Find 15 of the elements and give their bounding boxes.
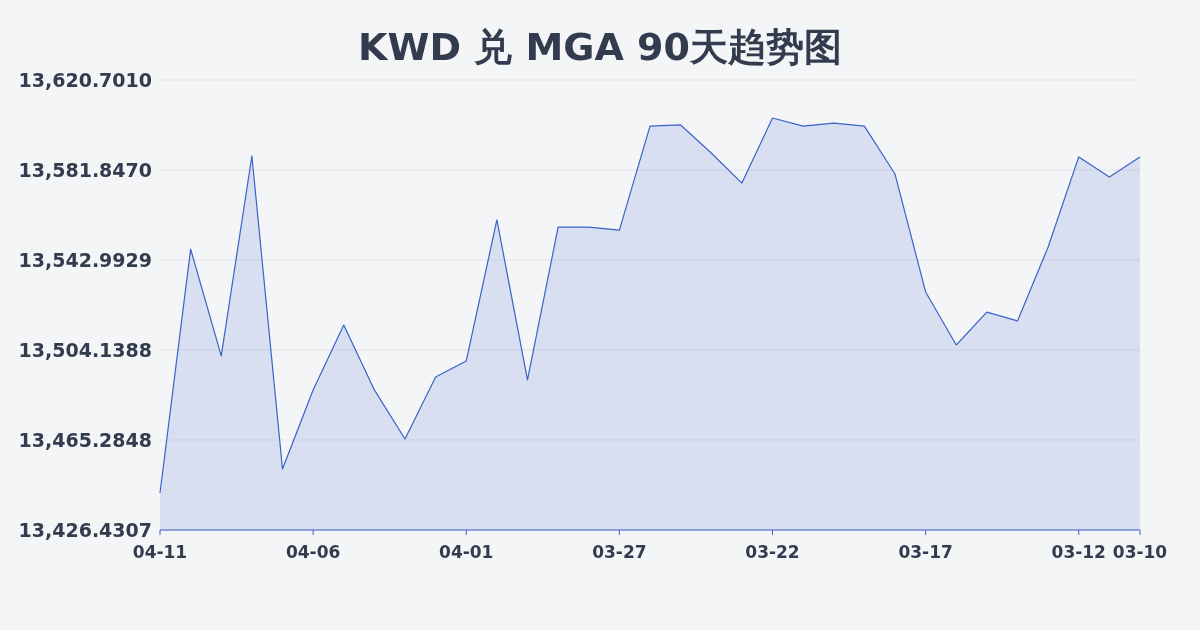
x-tick-label: 03-22 bbox=[745, 542, 800, 562]
x-tick-label: 04-11 bbox=[132, 542, 188, 562]
y-tick-label: 13,581.8470 bbox=[18, 159, 152, 181]
x-tick-label: 04-01 bbox=[439, 542, 494, 562]
x-tick-label: 03-12 bbox=[1051, 542, 1106, 562]
x-tick-label: 04-06 bbox=[285, 542, 341, 562]
y-tick-label: 13,465.2848 bbox=[18, 429, 152, 451]
x-tick-label: 03-10 bbox=[1112, 542, 1168, 562]
chart-title: KWD 兑 MGA 90天趋势图 bbox=[358, 25, 842, 69]
y-tick-label: 13,620.7010 bbox=[18, 69, 152, 91]
x-tick-label: 03-27 bbox=[592, 542, 647, 562]
y-tick-label: 13,426.4307 bbox=[18, 519, 152, 541]
y-tick-label: 13,504.1388 bbox=[18, 339, 152, 361]
y-tick-label: 13,542.9929 bbox=[18, 249, 152, 271]
x-tick-label: 03-17 bbox=[898, 542, 953, 562]
